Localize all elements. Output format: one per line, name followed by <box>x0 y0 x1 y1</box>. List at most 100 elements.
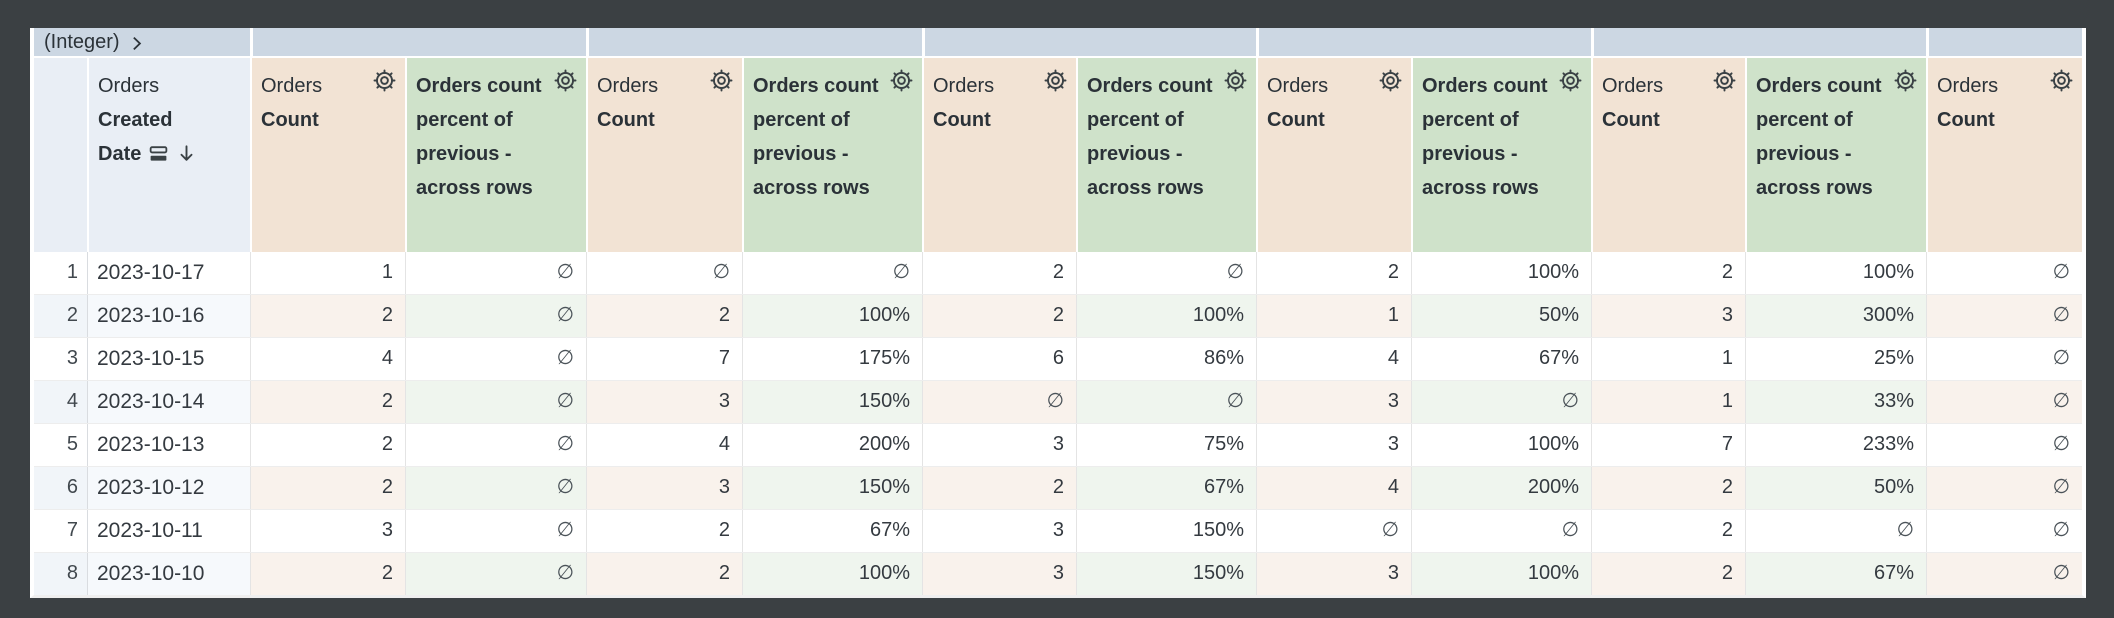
cell-percent-of-previous[interactable]: 100% <box>1745 252 1926 294</box>
column-header-orders-count[interactable]: Orders Count <box>1926 58 2082 252</box>
cell-percent-of-previous[interactable]: ∅ <box>405 553 586 595</box>
cell-orders-count[interactable]: ∅ <box>586 252 742 294</box>
column-header-percent-of-previous[interactable]: Orders count percent of previous - acros… <box>1411 58 1591 252</box>
cell-orders-count[interactable]: 2 <box>586 553 742 595</box>
column-header-orders-count[interactable]: Orders Count <box>250 58 405 252</box>
cell-orders-count[interactable]: 3 <box>1591 295 1745 337</box>
gear-icon[interactable] <box>2048 67 2075 94</box>
cell-date[interactable]: 2023-10-13 <box>87 424 250 466</box>
cell-orders-count[interactable]: 2 <box>1256 252 1411 294</box>
cell-orders-count[interactable]: 2 <box>1591 553 1745 595</box>
cell-orders-count[interactable]: 3 <box>922 553 1076 595</box>
gear-icon[interactable] <box>1892 67 1919 94</box>
cell-orders-count[interactable]: 2 <box>586 510 742 552</box>
cell-percent-of-previous[interactable]: 150% <box>742 467 922 509</box>
cell-orders-count[interactable]: 2 <box>922 295 1076 337</box>
cell-orders-count[interactable]: ∅ <box>1926 510 2082 552</box>
cell-orders-count[interactable]: ∅ <box>1926 553 2082 595</box>
cell-orders-count[interactable]: 7 <box>586 338 742 380</box>
gear-icon[interactable] <box>1377 67 1404 94</box>
cell-percent-of-previous[interactable]: 86% <box>1076 338 1256 380</box>
cell-orders-count[interactable]: 2 <box>250 424 405 466</box>
cell-percent-of-previous[interactable]: 200% <box>742 424 922 466</box>
cell-orders-count[interactable]: 2 <box>922 252 1076 294</box>
gear-icon[interactable] <box>371 67 398 94</box>
gear-icon[interactable] <box>1711 67 1738 94</box>
cell-orders-count[interactable]: ∅ <box>922 381 1076 423</box>
cell-orders-count[interactable]: 4 <box>1256 338 1411 380</box>
cell-percent-of-previous[interactable]: 100% <box>1076 295 1256 337</box>
cell-percent-of-previous[interactable]: 100% <box>1411 424 1591 466</box>
cell-orders-count[interactable]: ∅ <box>1926 424 2082 466</box>
cell-orders-count[interactable]: 1 <box>1591 338 1745 380</box>
gear-icon[interactable] <box>1557 67 1584 94</box>
cell-percent-of-previous[interactable]: 67% <box>1411 338 1591 380</box>
column-header-orders-count[interactable]: Orders Count <box>586 58 742 252</box>
column-header-percent-of-previous[interactable]: Orders count percent of previous - acros… <box>742 58 922 252</box>
column-header-percent-of-previous[interactable]: Orders count percent of previous - acros… <box>1076 58 1256 252</box>
gear-icon[interactable] <box>552 67 579 94</box>
pivot-value-cell[interactable] <box>1591 28 1926 56</box>
cell-orders-count[interactable]: 2 <box>250 381 405 423</box>
cell-orders-count[interactable]: 2 <box>1591 510 1745 552</box>
cell-orders-count[interactable]: 2 <box>922 467 1076 509</box>
cell-percent-of-previous[interactable]: ∅ <box>1411 381 1591 423</box>
cell-percent-of-previous[interactable]: ∅ <box>1076 381 1256 423</box>
cell-date[interactable]: 2023-10-15 <box>87 338 250 380</box>
cell-percent-of-previous[interactable]: ∅ <box>1411 510 1591 552</box>
cell-percent-of-previous[interactable]: 50% <box>1745 467 1926 509</box>
cell-orders-count[interactable]: 3 <box>922 510 1076 552</box>
cell-orders-count[interactable]: 3 <box>1256 424 1411 466</box>
cell-orders-count[interactable]: 4 <box>586 424 742 466</box>
column-header-orders-count[interactable]: Orders Count <box>1256 58 1411 252</box>
cell-percent-of-previous[interactable]: 100% <box>742 295 922 337</box>
cell-orders-count[interactable]: 3 <box>586 467 742 509</box>
pivot-value-cell[interactable] <box>922 28 1256 56</box>
cell-orders-count[interactable]: 2 <box>1591 467 1745 509</box>
cell-orders-count[interactable]: ∅ <box>1926 338 2082 380</box>
cell-orders-count[interactable]: 3 <box>1256 553 1411 595</box>
cell-date[interactable]: 2023-10-14 <box>87 381 250 423</box>
cell-percent-of-previous[interactable]: 75% <box>1076 424 1256 466</box>
cell-orders-count[interactable]: ∅ <box>1926 381 2082 423</box>
cell-percent-of-previous[interactable]: 67% <box>1745 553 1926 595</box>
gear-icon[interactable] <box>888 67 915 94</box>
cell-orders-count[interactable]: 2 <box>1591 252 1745 294</box>
cell-orders-count[interactable]: 2 <box>250 295 405 337</box>
cell-percent-of-previous[interactable]: 33% <box>1745 381 1926 423</box>
pivot-value-cell[interactable] <box>250 28 586 56</box>
pivot-value-cell[interactable] <box>586 28 922 56</box>
cell-percent-of-previous[interactable]: ∅ <box>405 467 586 509</box>
pivot-value-cell[interactable] <box>1256 28 1591 56</box>
cell-percent-of-previous[interactable]: ∅ <box>405 252 586 294</box>
cell-percent-of-previous[interactable]: 233% <box>1745 424 1926 466</box>
cell-percent-of-previous[interactable]: 200% <box>1411 467 1591 509</box>
cell-orders-count[interactable]: 1 <box>250 252 405 294</box>
cell-orders-count[interactable]: 6 <box>922 338 1076 380</box>
cell-orders-count[interactable]: ∅ <box>1926 295 2082 337</box>
cell-percent-of-previous[interactable]: 300% <box>1745 295 1926 337</box>
cell-orders-count[interactable]: 2 <box>586 295 742 337</box>
column-header-orders-count[interactable]: Orders Count <box>922 58 1076 252</box>
cell-orders-count[interactable]: 1 <box>1591 381 1745 423</box>
cell-percent-of-previous[interactable]: ∅ <box>405 338 586 380</box>
gear-icon[interactable] <box>708 67 735 94</box>
cell-percent-of-previous[interactable]: 25% <box>1745 338 1926 380</box>
cell-date[interactable]: 2023-10-10 <box>87 553 250 595</box>
cell-percent-of-previous[interactable]: ∅ <box>405 510 586 552</box>
cell-orders-count[interactable]: 2 <box>250 553 405 595</box>
cell-orders-count[interactable]: 3 <box>586 381 742 423</box>
cell-date[interactable]: 2023-10-11 <box>87 510 250 552</box>
cell-orders-count[interactable]: ∅ <box>1256 510 1411 552</box>
column-header-percent-of-previous[interactable]: Orders count percent of previous - acros… <box>1745 58 1926 252</box>
cell-percent-of-previous[interactable]: 50% <box>1411 295 1591 337</box>
column-header-orders-created-date[interactable]: Orders Created Date <box>87 58 250 252</box>
cell-orders-count[interactable]: 2 <box>250 467 405 509</box>
pivot-value-cell[interactable] <box>1926 28 2082 56</box>
chevron-right-icon[interactable] <box>127 34 146 53</box>
cell-percent-of-previous[interactable]: 100% <box>1411 553 1591 595</box>
cell-percent-of-previous[interactable]: ∅ <box>1745 510 1926 552</box>
gear-icon[interactable] <box>1042 67 1069 94</box>
cell-percent-of-previous[interactable]: 100% <box>1411 252 1591 294</box>
cell-orders-count[interactable]: 1 <box>1256 295 1411 337</box>
